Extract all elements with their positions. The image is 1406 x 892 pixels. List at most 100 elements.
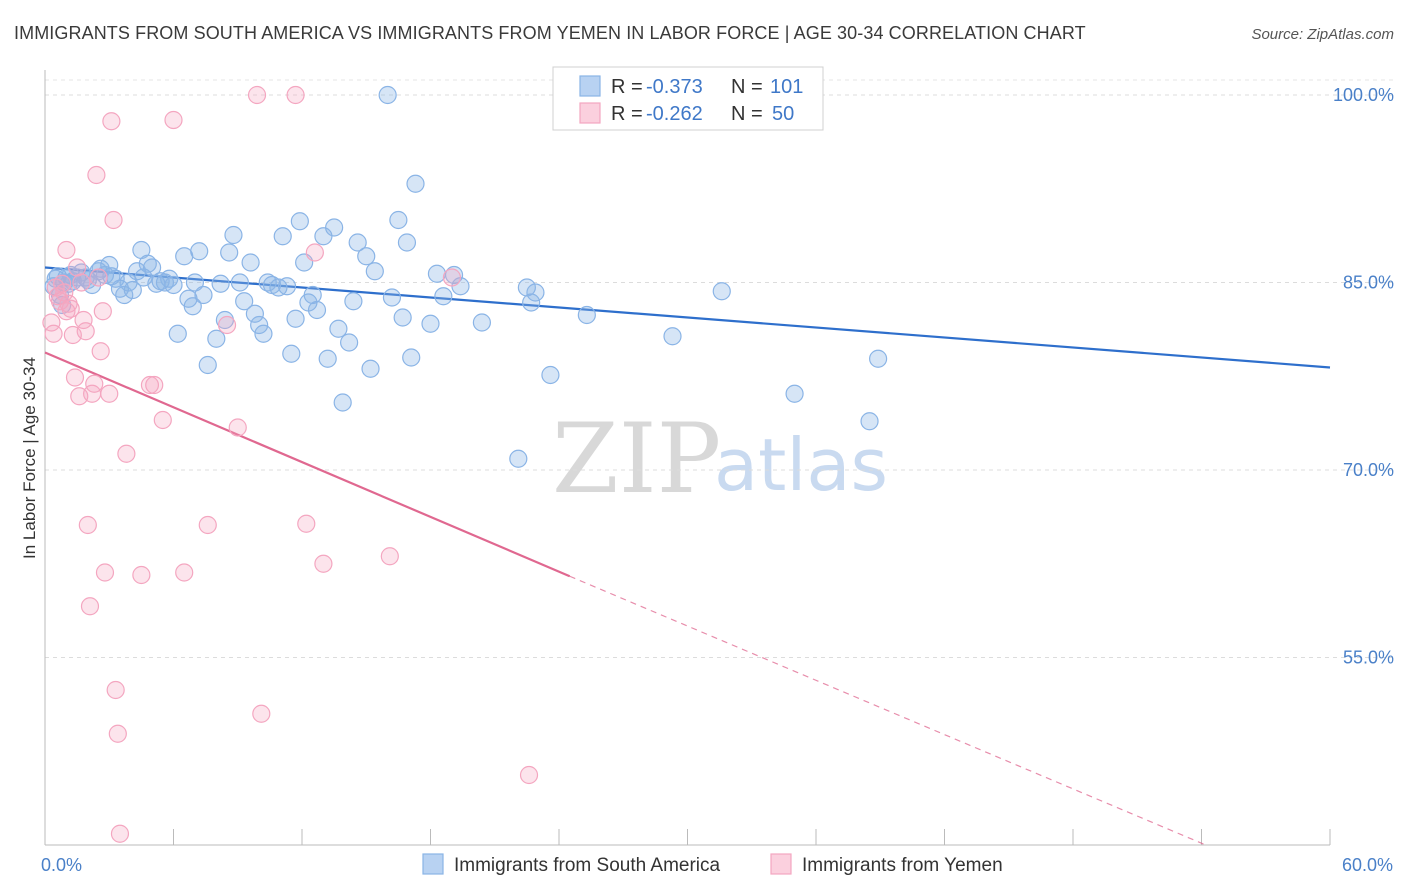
point-south-america [333,393,352,412]
point-south-america [307,300,327,320]
point-south-america [541,365,560,385]
series-legend-label-south-america: Immigrants from South America [454,855,721,876]
point-yemen [74,310,93,330]
legend-r-value-1: -0.373 [646,76,703,98]
point-south-america [509,449,528,468]
point-south-america [472,313,491,332]
point-south-america [241,253,260,272]
point-yemen [228,418,247,437]
point-south-america [340,333,359,352]
points-layer [42,85,888,843]
trend-line-yemen [44,351,571,578]
legend-swatch-south-america [579,75,601,97]
point-south-america [329,319,348,338]
point-yemen [106,680,125,700]
point-yemen [89,268,108,287]
point-yemen [117,444,136,463]
point-yemen [72,273,91,292]
point-yemen [297,514,316,533]
point-south-america [286,309,305,328]
point-south-america [434,287,453,306]
point-yemen [247,85,267,105]
point-south-america [230,273,249,292]
point-south-america [220,243,239,262]
point-yemen [57,240,76,260]
series-legend-swatch-south-america [422,853,444,875]
point-south-america [303,285,322,305]
point-south-america [869,349,888,368]
point-yemen [164,110,183,130]
point-south-america [254,324,273,343]
point-yemen [519,765,539,785]
point-south-america [211,274,230,293]
series-legend-label-yemen: Immigrants from Yemen [802,855,1003,876]
point-yemen [305,243,324,262]
point-south-america [277,277,297,296]
point-south-america [207,329,226,348]
point-yemen [380,547,399,566]
point-yemen [110,824,130,843]
point-south-america [406,174,425,193]
point-south-america [365,262,384,281]
point-south-america [198,355,217,375]
legend-r-value-2: -0.262 [646,103,703,125]
point-yemen [100,384,119,403]
point-yemen [42,313,61,332]
point-yemen [102,112,121,131]
trend-extension-yemen [569,575,1207,846]
x-tick-label: 60.0% [1342,855,1393,875]
point-south-america [860,412,879,431]
point-south-america [190,242,209,261]
point-south-america [382,288,402,307]
axes [44,70,1331,846]
series-legend: Immigrants from South America Immigrants… [422,853,1003,876]
point-yemen [140,375,160,395]
point-south-america [389,210,408,230]
point-south-america [282,344,301,363]
legend-r-label-1: R = [611,76,643,98]
point-south-america [224,225,243,245]
point-yemen [68,258,87,277]
point-south-america [194,285,213,305]
point-south-america [344,292,363,311]
point-south-america [185,273,205,292]
point-yemen [76,322,95,341]
point-south-america [123,280,142,300]
y-tick-label: 70.0% [1343,460,1394,480]
point-yemen [314,554,333,573]
point-south-america [168,324,187,343]
point-south-america [348,233,367,252]
point-yemen [93,302,112,321]
point-south-america [663,327,682,346]
point-yemen [55,283,74,302]
watermark: ZIP atlas [552,403,888,515]
y-tick-label: 100.0% [1333,85,1394,105]
point-south-america [378,85,397,105]
point-yemen [85,374,104,393]
point-yemen [442,268,462,287]
point-yemen [132,565,151,585]
point-south-america [183,297,202,316]
chart-title: IMMIGRANTS FROM SOUTH AMERICA VS IMMIGRA… [14,23,1086,43]
point-yemen [61,299,80,318]
chart-source: Source: ZipAtlas.com [1251,26,1394,43]
point-yemen [153,410,172,430]
trend-lines [44,266,1331,846]
legend-swatch-yemen [579,102,601,124]
watermark-zip: ZIP [552,403,721,515]
point-south-america [577,305,596,325]
point-south-america [273,227,292,246]
y-tick-label: 55.0% [1343,648,1394,668]
point-yemen [95,563,115,582]
point-yemen [80,597,100,616]
point-yemen [104,210,123,230]
stats-legend: R = -0.373 N = 101 R = -0.262 N = 50 [552,66,824,131]
point-yemen [252,704,271,723]
point-yemen [65,368,85,387]
point-south-america [402,348,421,367]
series-legend-swatch-yemen [770,853,792,875]
gridlines [45,79,1394,658]
legend-n-value-2: 50 [772,103,794,125]
x-tick-labels: 0.0% 60.0% [41,855,1393,875]
